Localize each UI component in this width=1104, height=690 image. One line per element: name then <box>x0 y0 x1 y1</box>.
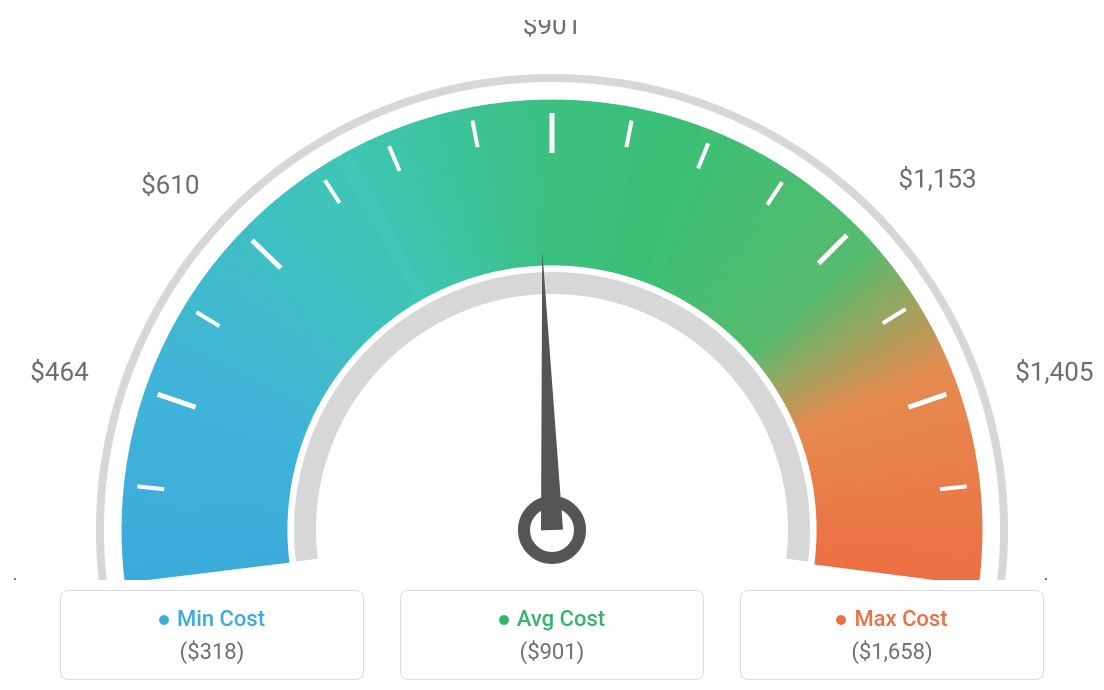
legend-title-avg: Avg Cost <box>413 607 691 632</box>
tick-label: $901 <box>523 20 581 41</box>
legend-card-avg: Avg Cost ($901) <box>400 590 704 680</box>
legend-card-min: Min Cost ($318) <box>60 590 364 680</box>
minor-tick <box>137 486 164 489</box>
legend-card-max: Max Cost ($1,658) <box>740 590 1044 680</box>
dot-icon <box>836 615 846 625</box>
legend-title-min: Min Cost <box>73 607 351 632</box>
legend-title-label: Min Cost <box>177 607 265 632</box>
legend-title-max: Max Cost <box>753 607 1031 632</box>
gauge-chart: $318 $464 $610 $901 $1,153 $1,405 $1,658 <box>0 20 1104 580</box>
tick-label: $610 <box>141 171 199 201</box>
minor-tick <box>940 486 967 489</box>
tick-label: $1,658 <box>1038 577 1104 580</box>
legend-value-min: ($318) <box>73 640 351 665</box>
dot-icon <box>499 615 509 625</box>
legend-title-label: Max Cost <box>854 607 947 632</box>
legend-value-avg: ($901) <box>413 640 691 665</box>
legend-row: Min Cost ($318) Avg Cost ($901) Max Cost… <box>0 590 1104 680</box>
tick-label: $1,153 <box>898 165 976 195</box>
legend-value-max: ($1,658) <box>753 640 1031 665</box>
gauge-svg: $318 $464 $610 $901 $1,153 $1,405 $1,658 <box>0 20 1104 580</box>
tick-label: $318 <box>7 577 65 580</box>
legend-title-label: Avg Cost <box>517 607 605 632</box>
dot-icon <box>159 615 169 625</box>
tick-label: $464 <box>30 357 89 387</box>
tick-label: $1,405 <box>1015 357 1093 387</box>
